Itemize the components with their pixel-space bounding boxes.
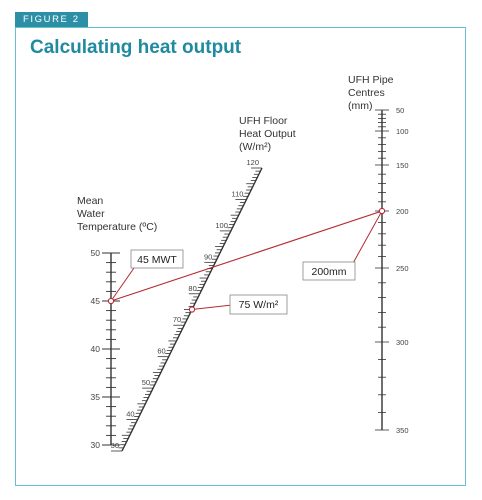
output-tick-label: 30 (111, 441, 119, 450)
mwt-tick-label: 30 (91, 440, 101, 450)
pipe-tick-label: 250 (396, 264, 409, 273)
mwt-tick-label: 40 (91, 344, 101, 354)
pipe-marker (378, 207, 386, 215)
output-tick-label: 60 (157, 347, 165, 356)
mwt-callout-label: 45 MWT (137, 254, 177, 266)
pipe-tick-label: 350 (396, 426, 409, 435)
mwt-tick-label: 35 (91, 392, 101, 402)
mwt-callout: 45 MWT (130, 249, 184, 269)
output-tick-label: 50 (142, 378, 150, 387)
construction-line (110, 210, 383, 302)
output-tick-label: 120 (246, 158, 259, 167)
figure-frame (15, 27, 466, 486)
pipe-tick-label: 100 (396, 127, 409, 136)
pipe-tick-label: 50 (396, 106, 404, 115)
pipe-callout: 200mm (302, 261, 356, 281)
output-callout-label: 75 W/m² (239, 299, 279, 311)
output-callout: 75 W/m² (229, 294, 288, 315)
figure-title: Calculating heat output (30, 37, 242, 58)
mwt-scale-title: Mean Water Temperature (ºC) (77, 195, 157, 233)
output-tick-label: 90 (204, 252, 212, 261)
output-scale-title: UFH Floor Heat Output (W/m²) (239, 115, 299, 153)
pipe-scale: 50 100 150 200 250 300 350 (375, 106, 409, 435)
figure-label: FIGURE 2 (15, 12, 88, 28)
pipe-tick-label: 300 (396, 338, 409, 347)
output-tick-label: 110 (231, 189, 243, 198)
mwt-scale: 30 35 40 45 50 (91, 248, 120, 450)
output-tick-label: 80 (188, 284, 196, 293)
mwt-leader-line (110, 267, 135, 302)
output-tick-label: 100 (215, 221, 228, 230)
mwt-tick-label: 50 (91, 248, 101, 258)
pipe-scale-title: UFH Pipe Centres (mm) (348, 74, 396, 112)
output-leader-line (191, 304, 233, 310)
mwt-marker (107, 297, 115, 305)
pipe-callout-label: 200mm (311, 266, 346, 278)
pipe-tick-label: 200 (396, 207, 409, 216)
output-marker (188, 306, 196, 313)
output-tick-label: 40 (126, 410, 134, 419)
pipe-tick-label: 150 (396, 161, 409, 170)
mwt-tick-label: 45 (91, 296, 101, 306)
output-tick-label: 70 (173, 315, 181, 324)
pipe-leader-line (351, 210, 383, 266)
